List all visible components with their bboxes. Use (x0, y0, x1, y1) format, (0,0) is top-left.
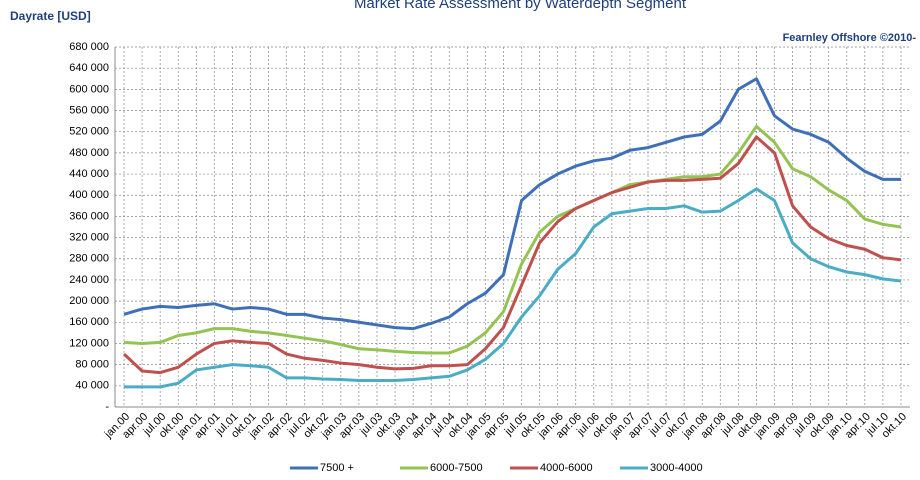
y-tick-label: 480 000 (69, 147, 109, 159)
chart-title: Market Rate Assessment by Waterdepth Seg… (354, 0, 687, 12)
y-tick-label: 680 000 (69, 41, 109, 53)
series-line (123, 135, 902, 375)
y-tick-label: 360 000 (69, 210, 109, 222)
legend-label: 4000-6000 (540, 462, 593, 474)
legend-label: 7500 + (320, 462, 354, 474)
series-line (123, 124, 902, 355)
y-axis-title: Dayrate [USD] (10, 9, 91, 23)
y-tick-label: 200 000 (69, 295, 109, 307)
y-tick-label: 440 000 (69, 168, 109, 180)
y-tick-label: - (105, 401, 109, 413)
y-tick-label: 320 000 (69, 231, 109, 243)
y-tick-label: 40 000 (75, 380, 109, 392)
watermark: Fearnley Offshore ©2010- (783, 32, 917, 44)
series-line (124, 187, 902, 389)
y-tick-label: 400 000 (69, 189, 109, 201)
series-line (123, 77, 901, 331)
y-tick-label: 120 000 (69, 337, 109, 349)
y-tick-label: 160 000 (69, 316, 109, 328)
y-tick-label: 80 000 (75, 359, 109, 371)
y-tick-label: 520 000 (69, 126, 109, 138)
legend-label: 3000-4000 (650, 462, 703, 474)
y-tick-label: 240 000 (69, 274, 109, 286)
legend-label: 6000-7500 (430, 462, 483, 474)
y-tick-label: 560 000 (69, 104, 109, 116)
y-tick-label: 640 000 (69, 62, 109, 74)
y-tick-label: 280 000 (69, 253, 109, 265)
y-tick-label: 600 000 (69, 83, 109, 95)
